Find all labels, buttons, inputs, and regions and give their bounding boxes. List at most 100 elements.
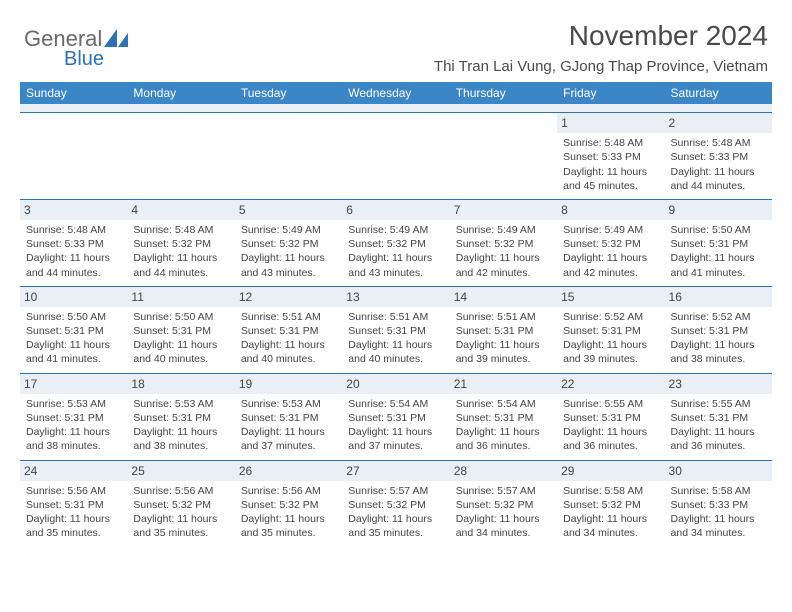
calendar-day-cell: 25Sunrise: 5:56 AMSunset: 5:32 PMDayligh…	[127, 461, 234, 547]
day-sunset: Sunset: 5:31 PM	[133, 324, 228, 338]
calendar-day-cell: 30Sunrise: 5:58 AMSunset: 5:33 PMDayligh…	[665, 461, 772, 547]
day-daylight: Daylight: 11 hours and 34 minutes.	[563, 512, 658, 540]
day-number: 6	[342, 200, 449, 220]
day-sunset: Sunset: 5:32 PM	[563, 498, 658, 512]
day-daylight: Daylight: 11 hours and 38 minutes.	[671, 338, 766, 366]
day-number: 3	[20, 200, 127, 220]
calendar-day-cell: 22Sunrise: 5:55 AMSunset: 5:31 PMDayligh…	[557, 374, 664, 460]
calendar-day-cell: 10Sunrise: 5:50 AMSunset: 5:31 PMDayligh…	[20, 287, 127, 373]
day-daylight: Daylight: 11 hours and 43 minutes.	[241, 251, 336, 279]
day-daylight: Daylight: 11 hours and 38 minutes.	[133, 425, 228, 453]
day-sunset: Sunset: 5:32 PM	[456, 237, 551, 251]
calendar-header-cell: Saturday	[665, 82, 772, 104]
day-number: 27	[342, 461, 449, 481]
day-sunset: Sunset: 5:31 PM	[241, 411, 336, 425]
calendar-day-cell: 24 Sunrise: 5:56 AMSunset: 5:31 PMDayligh…	[20, 461, 127, 547]
day-sunset: Sunset: 5:31 PM	[241, 324, 336, 338]
day-sunrise: Sunrise: 5:53 AM	[241, 397, 336, 411]
calendar-week-row: 24Sunrise: 5:56 AMSunset: 5:31 PMDayligh…	[20, 460, 772, 547]
day-number: 26	[235, 461, 342, 481]
day-daylight: Daylight: 11 hours and 41 minutes.	[671, 251, 766, 279]
day-sunset: Sunset: 5:32 PM	[563, 237, 658, 251]
calendar-subheader-cell	[127, 104, 234, 112]
day-number: 24	[20, 461, 127, 481]
day-number: 9	[665, 200, 772, 220]
calendar-day-cell: 19Sunrise: 5:53 AMSunset: 5:31 PMDayligh…	[235, 374, 342, 460]
day-sunset: Sunset: 5:31 PM	[456, 411, 551, 425]
day-sunrise: Sunrise: 5:51 AM	[348, 310, 443, 324]
day-sunrise: Sunrise: 5:54 AM	[456, 397, 551, 411]
day-daylight: Daylight: 11 hours and 34 minutes.	[671, 512, 766, 540]
day-number: 20	[342, 374, 449, 394]
calendar-day-cell	[235, 113, 342, 199]
page-title: November 2024	[569, 20, 768, 52]
day-number: 16	[665, 287, 772, 307]
calendar-day-cell: 15Sunrise: 5:52 AMSunset: 5:31 PMDayligh…	[557, 287, 664, 373]
day-daylight: Daylight: 11 hours and 35 minutes.	[26, 512, 121, 540]
day-number: 18	[127, 374, 234, 394]
day-daylight: Daylight: 11 hours and 35 minutes.	[241, 512, 336, 540]
logo-sail-icon	[104, 29, 130, 49]
day-number: 21	[450, 374, 557, 394]
calendar-day-cell: 16Sunrise: 5:52 AMSunset: 5:31 PMDayligh…	[665, 287, 772, 373]
calendar-day-cell: 9Sunrise: 5:50 AMSunset: 5:31 PMDaylight…	[665, 200, 772, 286]
day-sunset: Sunset: 5:33 PM	[26, 237, 121, 251]
logo-text-blue: Blue	[64, 48, 104, 71]
day-sunrise: Sunrise: 5:58 AM	[563, 484, 658, 498]
day-sunrise: Sunrise: 5:53 AM	[26, 397, 121, 411]
calendar-subheader-cell	[450, 104, 557, 112]
calendar-day-cell: 17Sunrise: 5:53 AMSunset: 5:31 PMDayligh…	[20, 374, 127, 460]
calendar-header-cell: Monday	[127, 82, 234, 104]
calendar-day-cell: 28Sunrise: 5:57 AMSunset: 5:32 PMDayligh…	[450, 461, 557, 547]
day-number: 8	[557, 200, 664, 220]
calendar-week-row: 17Sunrise: 5:53 AMSunset: 5:31 PMDayligh…	[20, 373, 772, 460]
day-sunset: Sunset: 5:33 PM	[671, 150, 766, 164]
day-number: 13	[342, 287, 449, 307]
day-sunrise: Sunrise: 5:55 AM	[563, 397, 658, 411]
day-sunset: Sunset: 5:32 PM	[133, 498, 228, 512]
calendar-day-cell: 4Sunrise: 5:48 AMSunset: 5:32 PMDaylight…	[127, 200, 234, 286]
day-sunset: Sunset: 5:33 PM	[671, 498, 766, 512]
calendar-day-cell: 13Sunrise: 5:51 AMSunset: 5:31 PMDayligh…	[342, 287, 449, 373]
day-number: 30	[665, 461, 772, 481]
day-number: 25	[127, 461, 234, 481]
day-number: 22	[557, 374, 664, 394]
calendar-day-cell	[127, 113, 234, 199]
day-sunset: Sunset: 5:32 PM	[133, 237, 228, 251]
calendar-week-row: 1Sunrise: 5:48 AMSunset: 5:33 PMDaylight…	[20, 112, 772, 199]
day-sunrise: Sunrise: 5:49 AM	[456, 223, 551, 237]
day-number: 23	[665, 374, 772, 394]
day-sunrise: Sunrise: 5:48 AM	[26, 223, 121, 237]
day-sunset: Sunset: 5:31 PM	[456, 324, 551, 338]
day-sunset: Sunset: 5:31 PM	[671, 411, 766, 425]
day-number: 29	[557, 461, 664, 481]
day-sunrise: Sunrise: 5:48 AM	[671, 136, 766, 150]
day-daylight: Daylight: 11 hours and 38 minutes.	[26, 425, 121, 453]
calendar-header-cell: Thursday	[450, 82, 557, 104]
day-daylight: Daylight: 11 hours and 41 minutes.	[26, 338, 121, 366]
day-sunrise: Sunrise: 5:56 AM	[26, 484, 121, 498]
calendar-day-cell: 8Sunrise: 5:49 AMSunset: 5:32 PMDaylight…	[557, 200, 664, 286]
day-sunset: Sunset: 5:31 PM	[348, 324, 443, 338]
day-sunset: Sunset: 5:32 PM	[348, 237, 443, 251]
calendar-header-cell: Friday	[557, 82, 664, 104]
calendar-day-cell: 7Sunrise: 5:49 AMSunset: 5:32 PMDaylight…	[450, 200, 557, 286]
day-number: 11	[127, 287, 234, 307]
day-daylight: Daylight: 11 hours and 44 minutes.	[671, 165, 766, 193]
day-sunrise: Sunrise: 5:50 AM	[671, 223, 766, 237]
day-sunset: Sunset: 5:31 PM	[26, 324, 121, 338]
day-sunrise: Sunrise: 5:57 AM	[348, 484, 443, 498]
day-sunrise: Sunrise: 5:54 AM	[348, 397, 443, 411]
day-sunset: Sunset: 5:31 PM	[26, 411, 121, 425]
calendar-day-cell: 3Sunrise: 5:48 AMSunset: 5:33 PMDaylight…	[20, 200, 127, 286]
day-number: 19	[235, 374, 342, 394]
calendar-day-cell: 14Sunrise: 5:51 AMSunset: 5:31 PMDayligh…	[450, 287, 557, 373]
calendar-day-cell: 5Sunrise: 5:49 AMSunset: 5:32 PMDaylight…	[235, 200, 342, 286]
day-sunrise: Sunrise: 5:49 AM	[241, 223, 336, 237]
day-daylight: Daylight: 11 hours and 44 minutes.	[133, 251, 228, 279]
calendar-subheader-cell	[342, 104, 449, 112]
day-sunset: Sunset: 5:31 PM	[26, 498, 121, 512]
day-daylight: Daylight: 11 hours and 39 minutes.	[563, 338, 658, 366]
calendar-day-cell: 20Sunrise: 5:54 AMSunset: 5:31 PMDayligh…	[342, 374, 449, 460]
calendar-day-cell: 29 Sunrise: 5:58 AMSunset: 5:32 PMDayligh…	[557, 461, 664, 547]
